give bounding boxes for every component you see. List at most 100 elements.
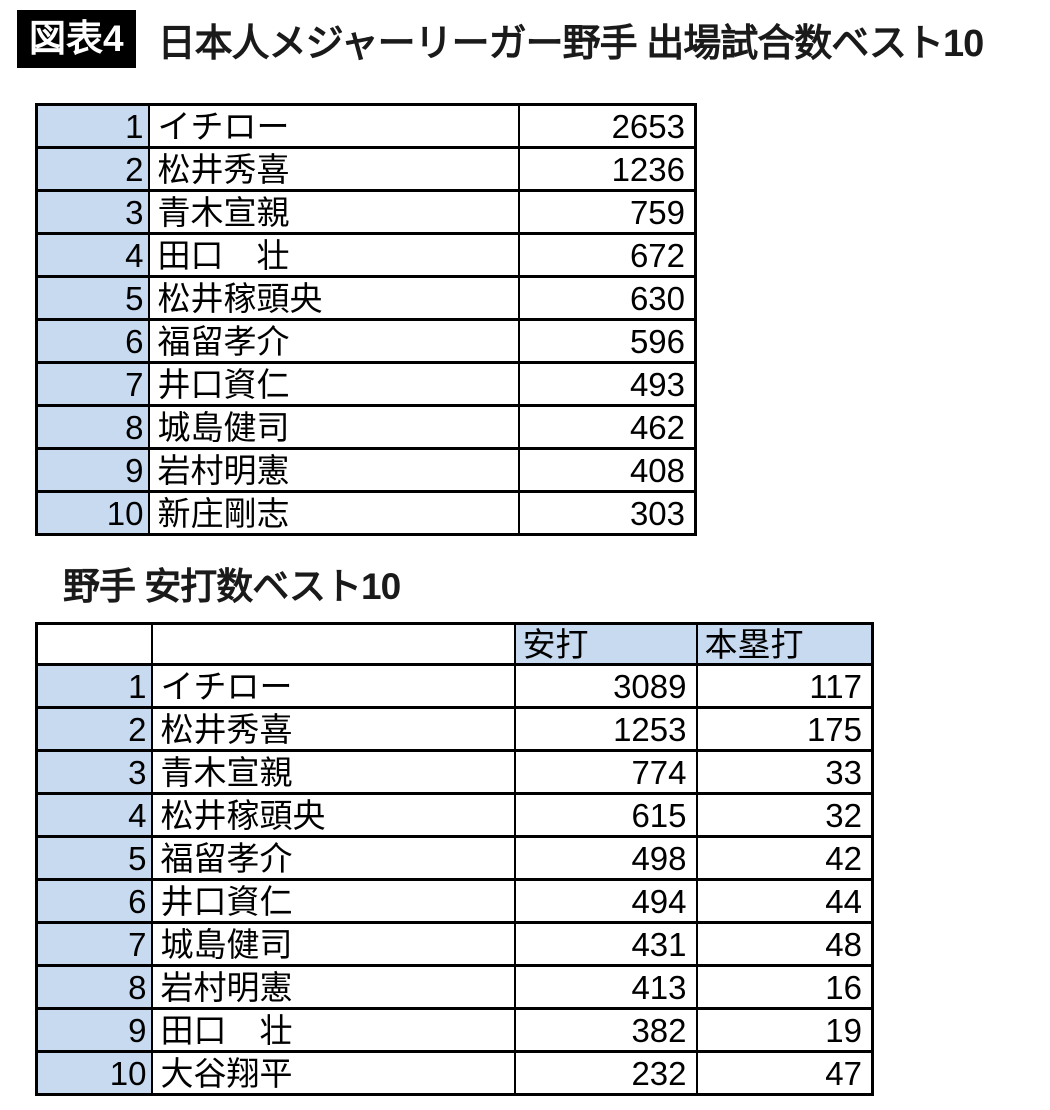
rank-cell: 8 [35, 964, 153, 1010]
hits-table-body: 1 イチロー 3089 117 2 松井秀喜 1253 175 3 青木宣親 774 33 4 松井稼頭央… [35, 663, 874, 1096]
hits-table-header-row: 安打 本塁打 [35, 622, 874, 666]
homeruns-cell: 175 [695, 706, 874, 752]
figure-number-badge: 図表4 [17, 10, 136, 68]
player-name-cell: 新庄剛志 [147, 490, 520, 536]
rank-cell: 9 [35, 1007, 153, 1053]
table-row: 4 田口 壮 672 [35, 232, 697, 278]
games-played-cell: 2653 [517, 103, 697, 149]
games-played-cell: 1236 [517, 146, 697, 192]
hits-cell: 382 [513, 1007, 698, 1053]
player-name-cell: 城島健司 [147, 404, 520, 450]
player-name-cell: 松井秀喜 [150, 706, 516, 752]
games-played-cell: 493 [517, 361, 697, 407]
table-row: 2 松井秀喜 1253 175 [35, 706, 874, 752]
games-played-table: 1 イチロー 2653 2 松井秀喜 1236 3 青木宣親 759 4 田口 壮 672 5 松井稼頭央… [35, 103, 697, 536]
rank-cell: 5 [35, 835, 153, 881]
table-row: 8 岩村明憲 413 16 [35, 964, 874, 1010]
table-row: 7 城島健司 431 48 [35, 921, 874, 967]
player-name-cell: 田口 壮 [147, 232, 520, 278]
hits-table: 安打 本塁打 1 イチロー 3089 117 2 松井秀喜 1253 175 3 青木宣親 774 3… [35, 622, 874, 1096]
homeruns-cell: 47 [695, 1050, 874, 1096]
rank-cell: 5 [35, 275, 150, 321]
hits-cell: 413 [513, 964, 698, 1010]
player-name-cell: イチロー [150, 663, 516, 709]
table-row: 2 松井秀喜 1236 [35, 146, 697, 192]
hits-cell: 774 [513, 749, 698, 795]
table-row: 9 田口 壮 382 19 [35, 1007, 874, 1053]
hits-cell: 232 [513, 1050, 698, 1096]
player-name-cell: 松井稼頭央 [150, 792, 516, 838]
table-row: 3 青木宣親 774 33 [35, 749, 874, 795]
table-row: 3 青木宣親 759 [35, 189, 697, 235]
table-row: 5 松井稼頭央 630 [35, 275, 697, 321]
figure-header: 図表4 日本人メジャーリーガー野手 出場試合数ベスト10 [17, 10, 985, 68]
rank-cell: 6 [35, 318, 150, 364]
rank-cell: 6 [35, 878, 153, 924]
table-row: 10 新庄剛志 303 [35, 490, 697, 536]
games-played-cell: 630 [517, 275, 697, 321]
hits-cell: 494 [513, 878, 698, 924]
player-name-cell: 福留孝介 [150, 835, 516, 881]
rank-cell: 2 [35, 706, 153, 752]
rank-cell: 7 [35, 361, 150, 407]
rank-cell: 1 [35, 103, 150, 149]
rank-cell: 3 [35, 749, 153, 795]
player-name-cell: 岩村明憲 [147, 447, 520, 493]
player-name-cell: 大谷翔平 [150, 1050, 516, 1096]
homeruns-cell: 33 [695, 749, 874, 795]
hits-column-header: 安打 [513, 622, 698, 666]
games-played-cell: 462 [517, 404, 697, 450]
table-row: 4 松井稼頭央 615 32 [35, 792, 874, 838]
hits-cell: 1253 [513, 706, 698, 752]
table-row: 6 井口資仁 494 44 [35, 878, 874, 924]
table-row: 7 井口資仁 493 [35, 361, 697, 407]
homeruns-cell: 48 [695, 921, 874, 967]
homeruns-cell: 19 [695, 1007, 874, 1053]
homeruns-cell: 117 [695, 663, 874, 709]
rank-cell: 8 [35, 404, 150, 450]
table-row: 10 大谷翔平 232 47 [35, 1050, 874, 1096]
player-name-cell: 青木宣親 [150, 749, 516, 795]
figure-title: 日本人メジャーリーガー野手 出場試合数ベスト10 [157, 22, 985, 65]
rank-cell: 4 [35, 792, 153, 838]
player-name-cell: 松井秀喜 [147, 146, 520, 192]
games-played-cell: 596 [517, 318, 697, 364]
hits-section-title: 野手 安打数ベスト10 [63, 566, 401, 607]
rank-cell: 10 [35, 1050, 153, 1096]
games-played-cell: 759 [517, 189, 697, 235]
player-name-cell: 城島健司 [150, 921, 516, 967]
rank-cell: 10 [35, 490, 150, 536]
player-name-cell: イチロー [147, 103, 520, 149]
homeruns-cell: 44 [695, 878, 874, 924]
table-row: 1 イチロー 2653 [35, 103, 697, 149]
rank-cell: 1 [35, 663, 153, 709]
player-name-cell: 井口資仁 [150, 878, 516, 924]
table-row: 1 イチロー 3089 117 [35, 663, 874, 709]
table-row: 8 城島健司 462 [35, 404, 697, 450]
homeruns-cell: 42 [695, 835, 874, 881]
player-name-cell: 松井稼頭央 [147, 275, 520, 321]
table-row: 9 岩村明憲 408 [35, 447, 697, 493]
table-row: 5 福留孝介 498 42 [35, 835, 874, 881]
blank-header-cell [35, 622, 153, 666]
homeruns-column-header: 本塁打 [695, 622, 874, 666]
homeruns-cell: 32 [695, 792, 874, 838]
games-played-cell: 672 [517, 232, 697, 278]
player-name-cell: 岩村明憲 [150, 964, 516, 1010]
games-played-cell: 408 [517, 447, 697, 493]
blank-header-cell [150, 622, 516, 666]
games-played-cell: 303 [517, 490, 697, 536]
hits-cell: 615 [513, 792, 698, 838]
rank-cell: 4 [35, 232, 150, 278]
rank-cell: 3 [35, 189, 150, 235]
player-name-cell: 青木宣親 [147, 189, 520, 235]
player-name-cell: 井口資仁 [147, 361, 520, 407]
hits-cell: 498 [513, 835, 698, 881]
player-name-cell: 田口 壮 [150, 1007, 516, 1053]
rank-cell: 7 [35, 921, 153, 967]
games-table-body: 1 イチロー 2653 2 松井秀喜 1236 3 青木宣親 759 4 田口 壮 672 5 松井稼頭央… [35, 103, 697, 536]
player-name-cell: 福留孝介 [147, 318, 520, 364]
hits-cell: 3089 [513, 663, 698, 709]
table-row: 6 福留孝介 596 [35, 318, 697, 364]
rank-cell: 2 [35, 146, 150, 192]
